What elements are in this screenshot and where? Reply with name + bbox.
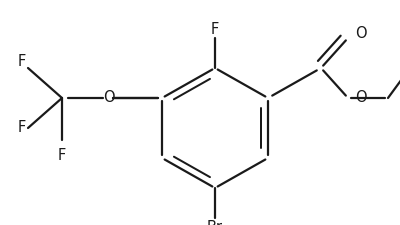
Text: F: F [211,22,219,38]
Text: F: F [18,121,26,135]
Text: O: O [355,25,367,40]
Text: O: O [103,90,115,106]
Text: F: F [58,148,66,163]
Text: O: O [355,90,367,106]
Text: F: F [18,54,26,70]
Text: Br: Br [207,220,223,225]
